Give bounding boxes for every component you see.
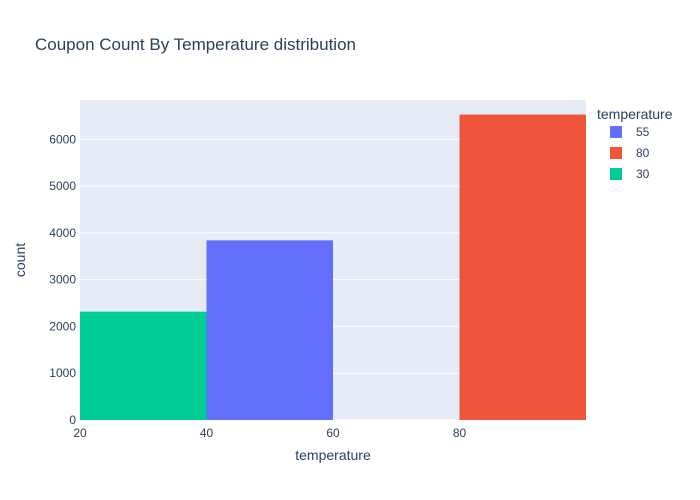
y-tick-labels: 0 1000 2000 3000 4000 5000 6000 [49, 132, 76, 427]
bar-30[interactable] [80, 311, 207, 420]
y-tick-label: 3000 [49, 273, 76, 287]
legend-label-55[interactable]: 55 [636, 125, 650, 139]
y-tick-label: 4000 [49, 226, 76, 240]
bars [80, 114, 587, 420]
y-tick-label: 6000 [49, 132, 76, 146]
legend-title: temperature [597, 106, 673, 122]
y-tick-label: 1000 [49, 366, 76, 380]
legend-swatch-30[interactable] [610, 168, 622, 180]
x-tick-label: 20 [73, 426, 87, 440]
legend-label-80[interactable]: 80 [636, 146, 650, 160]
legend: temperature 55 80 30 [597, 106, 673, 181]
legend-swatch-80[interactable] [610, 147, 622, 159]
legend-label-30[interactable]: 30 [636, 167, 650, 181]
bar-80[interactable] [459, 114, 587, 420]
x-axis-title: temperature [295, 447, 371, 463]
y-tick-label: 5000 [49, 179, 76, 193]
chart-title: Coupon Count By Temperature distribution [35, 35, 356, 54]
x-tick-label: 40 [200, 426, 214, 440]
y-tick-label: 0 [69, 413, 76, 427]
x-tick-label: 60 [326, 426, 340, 440]
legend-swatch-55[interactable] [610, 126, 622, 138]
bar-55[interactable] [206, 240, 334, 420]
x-tick-label: 80 [453, 426, 467, 440]
y-axis-title: count [12, 243, 28, 277]
x-tick-labels: 20 40 60 80 [73, 426, 466, 440]
y-tick-label: 2000 [49, 319, 76, 333]
